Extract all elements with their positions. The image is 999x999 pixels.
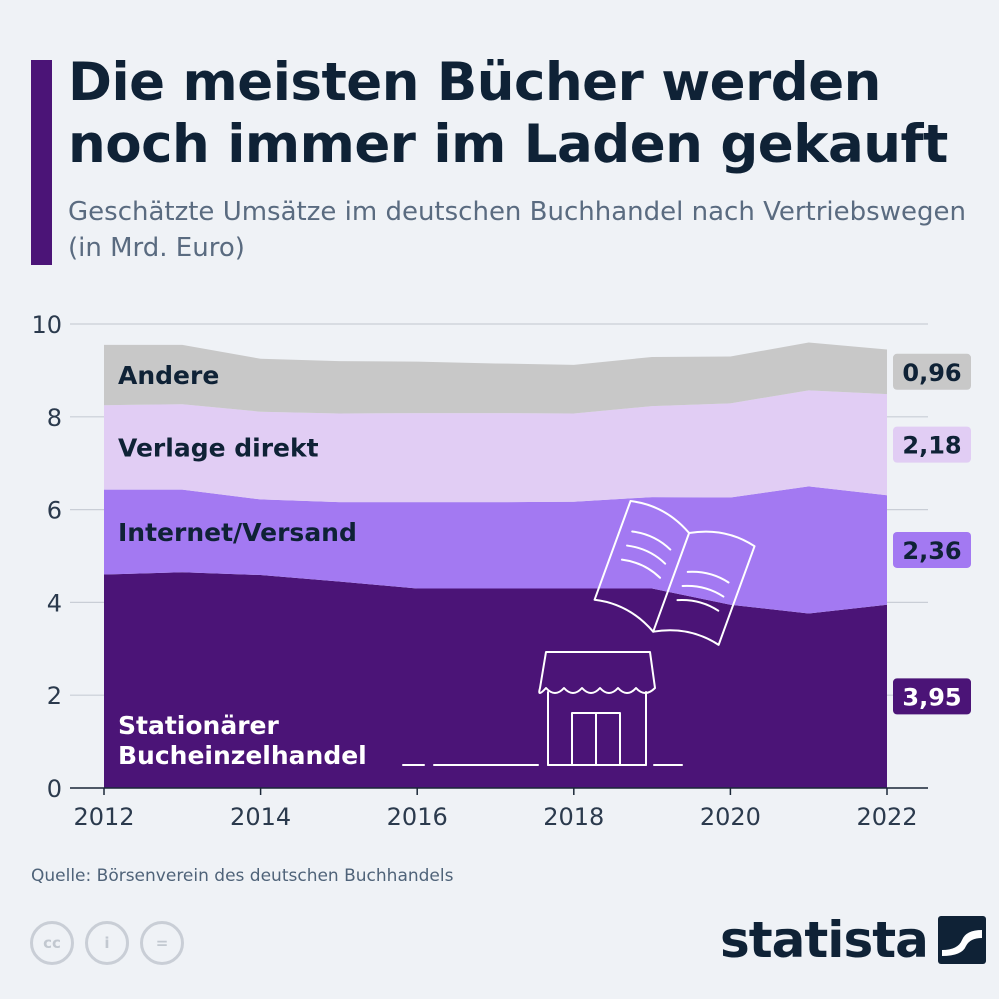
end-label-text: 2,36	[902, 537, 961, 565]
stacked-area-chart: Stationärer Bucheinzelhandel Internet/Vers…	[31, 311, 971, 831]
end-label: 3,95	[893, 678, 971, 715]
statista-mark-icon	[937, 916, 986, 964]
y-axis: 0 2 4 6 8 10	[31, 311, 62, 803]
y-tick-label: 8	[47, 404, 62, 432]
source-note: Quelle: Börsenverein des deutschen Buchh…	[31, 866, 454, 886]
bookshop-illustration	[402, 500, 756, 766]
y-tick-label: 2	[47, 682, 62, 710]
y-tick-label: 0	[47, 775, 62, 803]
end-label: 0,96	[893, 353, 971, 390]
end-label-box	[893, 678, 971, 715]
end-label-box	[893, 426, 971, 463]
end-label-text: 0,96	[902, 359, 961, 387]
area-series-0	[104, 572, 887, 788]
x-axis: 2012 2014 2016 2018 2020 2022	[70, 787, 928, 831]
statista-logo[interactable]: statista	[720, 912, 986, 968]
y-tick-label: 6	[47, 497, 62, 525]
shop-building-icon	[547, 691, 647, 766]
x-tick-label: 2014	[230, 803, 291, 831]
series-label: Internet/Versand	[118, 518, 357, 547]
x-tick-label: 2012	[73, 803, 134, 831]
end-value-labels: 3,95 2,36 2,18 0,96	[893, 353, 971, 715]
creative-commons-icon[interactable]: cc	[30, 921, 74, 965]
y-tick-label: 10	[31, 311, 62, 339]
series-label: Andere	[118, 361, 219, 390]
end-label-text: 2,18	[902, 432, 961, 460]
end-label-text: 3,95	[902, 683, 961, 711]
y-tick-label: 4	[47, 589, 62, 617]
area-series-1	[104, 486, 887, 614]
end-label-box	[893, 353, 971, 390]
end-label: 2,18	[893, 426, 971, 463]
series-label: Verlage direkt	[118, 433, 319, 462]
area-series-2	[104, 390, 887, 503]
series-labels: Stationärer Bucheinzelhandel Internet/Vers…	[118, 361, 367, 770]
area-series-3	[104, 342, 887, 414]
open-book-icon	[593, 500, 756, 646]
x-tick-label: 2018	[543, 803, 604, 831]
x-tick-label: 2016	[387, 803, 448, 831]
title-accent-bar	[31, 60, 52, 265]
shop-door-icon	[571, 712, 621, 766]
end-label-box	[893, 531, 971, 568]
series-areas	[104, 342, 887, 788]
page-subtitle: Geschätzte Umsätze im deutschen Buchhand…	[68, 197, 966, 263]
shop-awning-icon	[538, 651, 656, 694]
end-label: 2,36	[893, 531, 971, 568]
x-tick-label: 2020	[700, 803, 761, 831]
attribution-icon[interactable]: i	[85, 921, 129, 965]
series-label: Stationärer Bucheinzelhandel	[118, 711, 367, 770]
brand-name: statista	[720, 911, 929, 969]
no-derivatives-icon[interactable]: =	[140, 921, 184, 965]
x-tick-label: 2022	[856, 803, 917, 831]
page-title: Die meisten Bücher werden noch immer im …	[68, 52, 948, 175]
license-icons: cc i =	[30, 921, 184, 965]
